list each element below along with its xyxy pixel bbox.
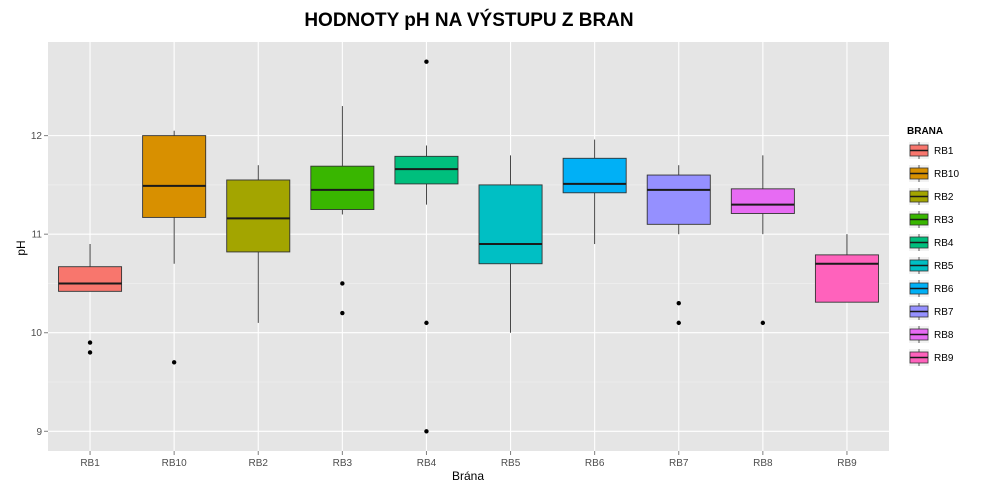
legend-item-rb1: RB1: [909, 142, 954, 159]
legend-title: BRANA: [907, 126, 943, 137]
outlier-point: [171, 360, 177, 365]
legend-item-rb6: RB6: [909, 280, 954, 297]
legend-item-rb3: RB3: [909, 211, 954, 228]
legend-label: RB5: [934, 261, 954, 272]
box-group-rb2: [226, 165, 291, 323]
box-body: [562, 157, 627, 194]
box-body: [646, 174, 711, 225]
legend-label: RB10: [934, 169, 959, 180]
y-axis-title: pH: [14, 240, 28, 255]
x-tick-label: RB3: [333, 458, 353, 469]
box-group-rb8: [730, 155, 795, 326]
outlier-point: [760, 320, 766, 326]
outlier-point: [340, 281, 345, 286]
outlier-point: [676, 320, 681, 326]
y-tick-label: 10: [31, 328, 43, 339]
x-axis-title: Brána: [452, 469, 484, 483]
legend-label: RB1: [934, 146, 954, 157]
box-group-rb3: [310, 106, 375, 316]
x-tick-label: RB10: [162, 458, 187, 469]
x-tick-label: RB8: [753, 458, 773, 469]
x-tick-label: RB9: [837, 458, 857, 469]
x-tick-label: RB5: [501, 458, 521, 469]
panel-background: [48, 42, 889, 451]
plot-panel: [48, 42, 889, 451]
outlier-point: [424, 59, 429, 64]
y-tick-label: 12: [31, 131, 43, 142]
x-tick-label: RB1: [80, 458, 100, 469]
outlier-point: [87, 350, 93, 355]
box-body: [310, 165, 375, 210]
box-group-rb7: [646, 165, 711, 326]
box-group-rb4: [394, 59, 459, 434]
y-tick-label: 9: [36, 427, 42, 438]
legend-item-rb2: RB2: [909, 188, 954, 205]
legend-label: RB2: [934, 192, 954, 203]
legend-item-rb7: RB7: [909, 303, 954, 320]
box-group-rb6: [562, 139, 627, 245]
box-group-rb1: [58, 244, 123, 355]
box-group-rb9: [814, 234, 879, 303]
box-group-rb5: [478, 155, 543, 333]
y-tick-label: 11: [32, 230, 43, 241]
x-tick-label: RB7: [669, 458, 689, 469]
x-tick-label: RB6: [585, 458, 605, 469]
outlier-point: [424, 429, 429, 434]
legend-label: RB6: [934, 284, 954, 295]
box-body: [142, 135, 207, 218]
y-axis: 9 10 11 12: [31, 131, 48, 438]
outlier-point: [340, 310, 345, 316]
legend: BRANA RB1 RB10 RB2 RB3 RB4 RB5 RB6 RB7 RB8 RB9: [907, 126, 959, 366]
legend-label: RB4: [934, 238, 954, 249]
outlier-point: [87, 340, 93, 345]
box-body: [58, 266, 123, 292]
legend-label: RB8: [934, 330, 954, 341]
box-body: [730, 188, 795, 214]
box-body: [814, 254, 879, 303]
outlier-point: [424, 320, 429, 326]
box-body: [226, 179, 291, 253]
legend-label: RB9: [934, 353, 954, 364]
x-tick-label: RB2: [249, 458, 269, 469]
box-marks: [58, 59, 879, 434]
legend-item-rb4: RB4: [909, 234, 954, 251]
legend-item-rb5: RB5: [909, 257, 954, 274]
box-group-rb10: [142, 130, 207, 365]
outlier-point: [676, 300, 681, 306]
x-tick-label: RB4: [417, 458, 437, 469]
legend-item-rb10: RB10: [909, 165, 959, 182]
legend-item-rb9: RB9: [909, 349, 954, 366]
legend-item-rb8: RB8: [909, 326, 954, 343]
x-axis: RB1 RB10 RB2 RB3 RB4 RB5 RB6 RB7 RB8 RB9: [80, 451, 857, 469]
box-body: [478, 184, 543, 265]
legend-label: RB7: [934, 307, 954, 318]
chart-title: HODNOTY pH NA VÝSTUPU Z BRAN: [304, 9, 633, 31]
legend-label: RB3: [934, 215, 954, 226]
